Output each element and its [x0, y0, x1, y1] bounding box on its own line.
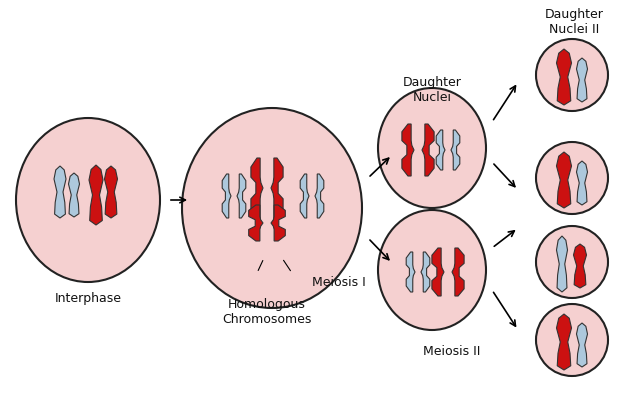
- Ellipse shape: [536, 226, 608, 298]
- Text: Meiosis I: Meiosis I: [312, 276, 365, 289]
- Polygon shape: [557, 236, 568, 292]
- Polygon shape: [89, 165, 103, 225]
- Polygon shape: [557, 314, 572, 370]
- Ellipse shape: [16, 118, 160, 282]
- Polygon shape: [222, 174, 231, 218]
- Text: Daughter
Nuclei II: Daughter Nuclei II: [545, 8, 604, 36]
- Polygon shape: [315, 174, 324, 218]
- Text: Daughter
Nuclei: Daughter Nuclei: [403, 76, 461, 104]
- Polygon shape: [452, 248, 464, 296]
- Polygon shape: [251, 158, 263, 218]
- Polygon shape: [54, 166, 66, 218]
- Polygon shape: [577, 161, 588, 205]
- Ellipse shape: [536, 142, 608, 214]
- Ellipse shape: [536, 304, 608, 376]
- Polygon shape: [237, 174, 246, 218]
- Polygon shape: [421, 252, 430, 292]
- Polygon shape: [104, 166, 118, 218]
- Text: Meiosis II: Meiosis II: [423, 345, 481, 358]
- Polygon shape: [557, 152, 572, 208]
- Polygon shape: [577, 58, 588, 102]
- Polygon shape: [402, 124, 414, 176]
- Polygon shape: [422, 124, 434, 176]
- Ellipse shape: [378, 88, 486, 208]
- Polygon shape: [557, 49, 572, 105]
- Polygon shape: [573, 244, 586, 288]
- Polygon shape: [577, 323, 588, 367]
- Text: Interphase: Interphase: [54, 292, 122, 305]
- Ellipse shape: [378, 210, 486, 330]
- Polygon shape: [271, 158, 283, 218]
- Polygon shape: [436, 130, 445, 170]
- Polygon shape: [406, 252, 415, 292]
- Ellipse shape: [182, 108, 362, 308]
- Polygon shape: [432, 248, 444, 296]
- Text: Homologous
Chromosomes: Homologous Chromosomes: [222, 298, 312, 326]
- Polygon shape: [451, 130, 460, 170]
- Polygon shape: [300, 174, 309, 218]
- Polygon shape: [271, 205, 285, 241]
- Polygon shape: [68, 173, 79, 217]
- Ellipse shape: [536, 39, 608, 111]
- Polygon shape: [249, 205, 263, 241]
